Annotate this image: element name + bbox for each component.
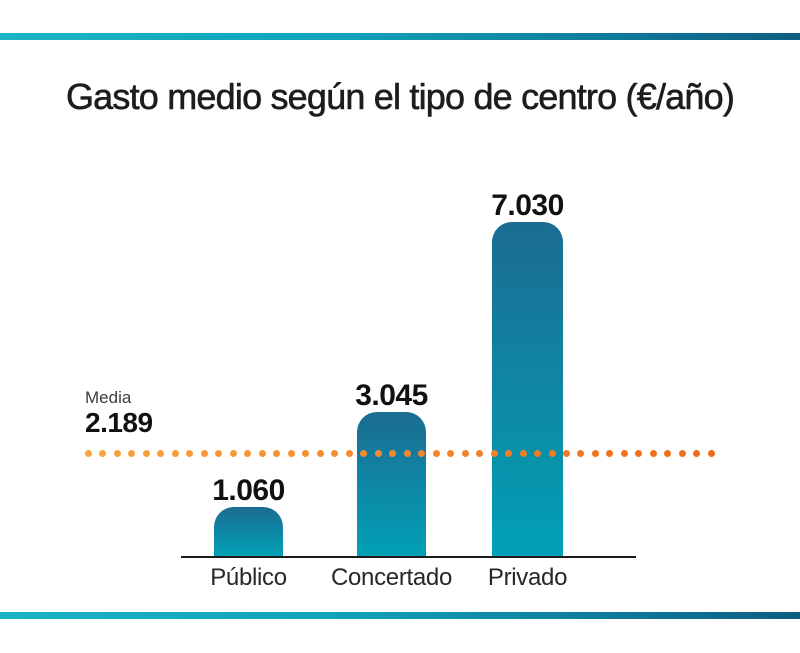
bar-value-concertado: 3.045 (355, 379, 428, 412)
bar-privado: 7.030 Privado (488, 191, 568, 590)
mean-value: 2.189 (85, 407, 153, 438)
mean-line-dot (287, 449, 295, 457)
mean-line-dot (157, 449, 165, 457)
mean-line-dot (620, 449, 628, 457)
bar-publico: 1.060 Público (210, 476, 287, 590)
x-axis-line (181, 556, 636, 558)
top-divider-rule (0, 33, 800, 40)
mean-line-dot (418, 449, 426, 457)
mean-line-dot (215, 449, 223, 457)
mean-line-dot (635, 449, 643, 457)
mean-line-dot (316, 449, 324, 457)
mean-line-dot (591, 449, 599, 457)
mean-line-dot (693, 449, 701, 457)
mean-line-dot (649, 449, 657, 457)
mean-line-dot (534, 449, 542, 457)
mean-line-dot (519, 449, 527, 457)
bottom-divider-rule (0, 612, 800, 619)
mean-line-dot (447, 449, 455, 457)
mean-line-dot (389, 449, 397, 457)
mean-line-dot (461, 449, 469, 457)
mean-label: Media (85, 388, 132, 407)
mean-line-dot (171, 449, 179, 457)
mean-line-dot (229, 449, 237, 457)
mean-line-dot (273, 449, 281, 457)
mean-line-dot (562, 449, 570, 457)
mean-line-dot (258, 449, 266, 457)
mean-line-dot (186, 449, 194, 457)
mean-line-dot (244, 449, 252, 457)
mean-line-dot (577, 449, 585, 457)
mean-line-dot (85, 449, 92, 457)
chart-title: Gasto medio según el tipo de centro (€/a… (65, 76, 735, 118)
mean-dotted-line (85, 449, 715, 457)
mean-line-dot (606, 449, 614, 457)
mean-annotation: Media 2.189 (85, 388, 153, 438)
mean-line-dot (678, 449, 686, 457)
mean-line-dot (302, 449, 310, 457)
mean-line-dot (345, 449, 353, 457)
mean-line-dot (403, 449, 411, 457)
mean-line-dot (200, 449, 208, 457)
bar-category-privado: Privado (487, 564, 568, 591)
mean-line-dot (113, 449, 121, 457)
bar-category-concertado: Concertado (330, 564, 453, 591)
mean-line-dot (331, 449, 339, 457)
bar-value-publico: 1.060 (212, 474, 285, 507)
mean-line-dot (374, 449, 382, 457)
mean-line-dot (142, 449, 150, 457)
mean-line-dot (548, 449, 556, 457)
mean-line-dot (505, 449, 513, 457)
bar-concertado: 3.045 Concertado (331, 381, 452, 590)
mean-line-dot (664, 449, 672, 457)
mean-line-dot (490, 449, 498, 457)
mean-line-dot (360, 449, 368, 457)
mean-line-dot (99, 449, 107, 457)
mean-line-dot (432, 449, 440, 457)
mean-line-dot (707, 449, 715, 457)
bar-category-publico: Público (210, 564, 287, 591)
mean-line-dot (128, 449, 136, 457)
mean-line-dot (476, 449, 484, 457)
bar-value-privado: 7.030 (491, 189, 564, 222)
